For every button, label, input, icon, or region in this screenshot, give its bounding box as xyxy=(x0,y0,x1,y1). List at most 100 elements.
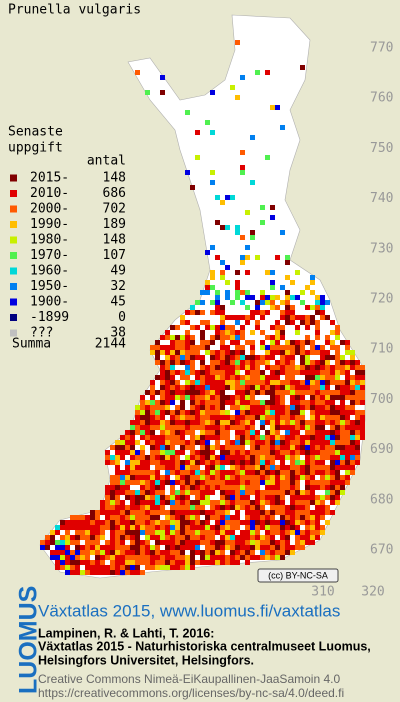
grid-square xyxy=(225,480,230,485)
grid-square xyxy=(175,350,180,355)
legend-total: 2144 xyxy=(95,337,126,352)
grid-square xyxy=(215,465,220,470)
grid-square xyxy=(230,380,235,385)
grid-square xyxy=(245,515,250,520)
grid-square xyxy=(190,485,195,490)
footer-link[interactable]: Växtatlas 2015, www.luomus.fi/vaxtatlas xyxy=(38,601,340,620)
grid-square xyxy=(305,505,310,510)
grid-square xyxy=(225,355,230,360)
grid-square xyxy=(250,485,255,490)
grid-square xyxy=(310,320,315,325)
grid-square xyxy=(260,480,265,485)
grid-square xyxy=(135,460,140,465)
grid-square xyxy=(85,520,90,525)
grid-square xyxy=(220,515,225,520)
grid-square xyxy=(305,400,310,405)
grid-square xyxy=(155,415,160,420)
grid-square xyxy=(270,390,275,395)
grid-square xyxy=(170,390,175,395)
grid-square xyxy=(60,550,65,555)
grid-square xyxy=(235,380,240,385)
grid-square xyxy=(175,565,180,570)
grid-square xyxy=(225,380,230,385)
grid-square xyxy=(305,450,310,455)
grid-square xyxy=(140,460,145,465)
grid-square xyxy=(200,540,205,545)
grid-square xyxy=(115,465,120,470)
grid-square xyxy=(105,570,110,575)
grid-square xyxy=(215,350,220,355)
grid-square xyxy=(305,490,310,495)
grid-square xyxy=(225,460,230,465)
grid-square xyxy=(325,445,330,450)
grid-square xyxy=(250,510,255,515)
grid-square xyxy=(280,450,285,455)
grid-square xyxy=(330,440,335,445)
grid-square xyxy=(125,530,130,535)
license-text[interactable]: https://creativecommons.org/licenses/by-… xyxy=(38,686,344,700)
grid-square xyxy=(320,505,325,510)
grid-square xyxy=(305,480,310,485)
grid-square xyxy=(110,505,115,510)
grid-square xyxy=(240,325,245,330)
grid-square xyxy=(265,300,270,305)
grid-square xyxy=(205,550,210,555)
grid-square xyxy=(225,535,230,540)
grid-label-y: 770 xyxy=(370,41,393,56)
grid-square xyxy=(170,550,175,555)
grid-square xyxy=(125,555,130,560)
grid-square xyxy=(180,435,185,440)
grid-square xyxy=(275,510,280,515)
grid-square xyxy=(155,440,160,445)
grid-square xyxy=(260,525,265,530)
grid-square xyxy=(155,515,160,520)
grid-square xyxy=(305,380,310,385)
grid-square xyxy=(165,555,170,560)
grid-square xyxy=(295,405,300,410)
grid-square xyxy=(170,365,175,370)
grid-square xyxy=(265,510,270,515)
grid-square xyxy=(330,485,335,490)
grid-square xyxy=(230,400,235,405)
grid-square xyxy=(300,445,305,450)
grid-square xyxy=(230,560,235,565)
grid-square xyxy=(235,440,240,445)
grid-square xyxy=(195,350,200,355)
grid-square xyxy=(270,105,275,110)
grid-square xyxy=(250,555,255,560)
grid-square xyxy=(210,500,215,505)
grid-square xyxy=(180,420,185,425)
grid-square xyxy=(315,330,320,335)
grid-square xyxy=(180,520,185,525)
grid-square xyxy=(255,415,260,420)
grid-square xyxy=(255,320,260,325)
grid-square xyxy=(275,500,280,505)
grid-square xyxy=(325,455,330,460)
grid-square xyxy=(135,410,140,415)
grid-square xyxy=(325,365,330,370)
grid-square xyxy=(330,380,335,385)
grid-square xyxy=(320,395,325,400)
grid-square xyxy=(240,290,245,295)
grid-square xyxy=(325,400,330,405)
grid-square xyxy=(115,450,120,455)
grid-square xyxy=(305,540,310,545)
grid-square xyxy=(160,555,165,560)
grid-square xyxy=(295,370,300,375)
grid-square xyxy=(280,555,285,560)
grid-square xyxy=(80,545,85,550)
grid-square xyxy=(165,525,170,530)
grid-square xyxy=(160,490,165,495)
grid-square xyxy=(285,340,290,345)
grid-square xyxy=(140,490,145,495)
grid-square xyxy=(115,445,120,450)
grid-square xyxy=(125,440,130,445)
grid-square xyxy=(290,470,295,475)
grid-square xyxy=(200,430,205,435)
grid-square xyxy=(180,320,185,325)
grid-square xyxy=(260,420,265,425)
grid-square xyxy=(160,495,165,500)
grid-square xyxy=(265,480,270,485)
grid-square xyxy=(285,370,290,375)
grid-square xyxy=(120,520,125,525)
